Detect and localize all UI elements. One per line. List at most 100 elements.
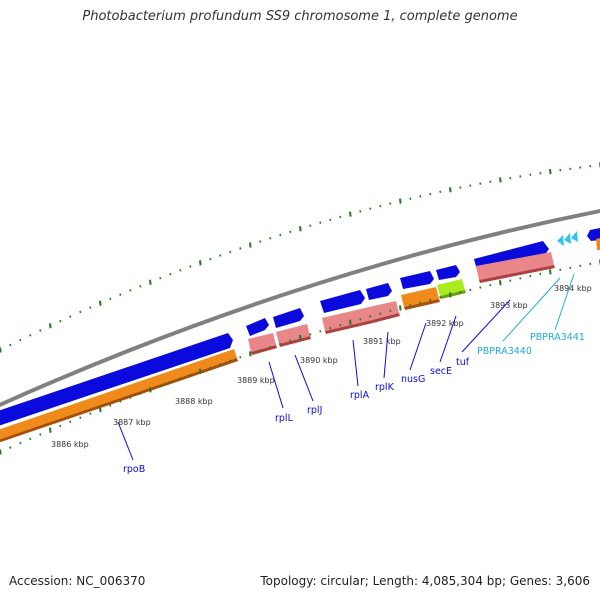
inner-tick-28	[279, 342, 282, 346]
outer-tick-1	[9, 343, 12, 347]
outer-tick-33	[329, 218, 332, 222]
inner-tick-23	[229, 359, 232, 362]
outer-tick-20	[199, 260, 202, 266]
inner-tick-11	[109, 404, 112, 407]
outer-tick-24	[239, 247, 242, 250]
gene-feature-rplA-cds[interactable]	[320, 290, 365, 313]
cyan-arrow-2[interactable]	[564, 233, 571, 244]
forward-cds-track	[0, 228, 600, 427]
gene-label-secE[interactable]: secE	[430, 366, 452, 377]
outer-tick-11	[109, 297, 112, 301]
outer-tick-19	[189, 265, 192, 268]
inner-tick-44	[439, 296, 442, 299]
outer-tick-25	[249, 242, 252, 248]
outer-tick-13	[129, 289, 132, 292]
gene-feature-rplK-rna[interactable]	[369, 301, 399, 320]
outer-tick-17	[169, 272, 172, 276]
callout-line-rplA	[352, 339, 359, 387]
cyan-callout-lines	[502, 273, 575, 342]
gene-feature-rplL-rna[interactable]	[248, 333, 276, 352]
gene-feature-partial-right-cds[interactable]	[587, 228, 600, 241]
gene-feature-nusG-cds[interactable]	[400, 271, 434, 289]
outer-tick-34	[339, 215, 342, 219]
outer-tick-58	[579, 166, 582, 169]
inner-tick-27	[269, 345, 272, 349]
tick-label-3892: 3892 kbp	[426, 319, 464, 328]
inner-tick-55	[549, 269, 552, 275]
gene-feature-secE-cds[interactable]	[436, 265, 460, 280]
inner-tick-34	[339, 323, 342, 327]
outer-tick-9	[89, 306, 92, 309]
outer-tick-2	[19, 338, 22, 342]
inner-tick-58	[579, 264, 582, 268]
inner-tick-43	[429, 298, 432, 302]
inner-tick-39	[389, 309, 392, 313]
map-title: Photobacterium profundum SS9 chromosome …	[82, 9, 518, 24]
outer-tick-56	[559, 168, 562, 172]
inner-tick-37	[369, 315, 372, 318]
gene-feature-nusG-orange[interactable]	[401, 287, 439, 307]
gene-feature-rplK-rna-shadow	[372, 313, 400, 323]
tick-label-3890: 3890 kbp	[300, 356, 338, 365]
gene-feature-secE-lime[interactable]	[437, 279, 465, 296]
backbone-line	[0, 208, 600, 407]
inner-tick-6	[59, 424, 62, 428]
outer-tick-44	[439, 190, 442, 194]
gene-feature-rplK-cds[interactable]	[366, 283, 392, 300]
outer-tick-30	[299, 226, 302, 232]
outer-tick-16	[159, 276, 162, 280]
gene-label-tuf[interactable]: tuf	[456, 357, 470, 368]
gene-feature-rplJ-cds[interactable]	[273, 308, 304, 328]
inner-tick-54	[539, 272, 542, 276]
gene-label-rpoB[interactable]: rpoB	[123, 464, 145, 475]
gene-label-PBPRA3440[interactable]: PBPRA3440	[477, 346, 532, 357]
gene-feature-rplL-cds[interactable]	[246, 318, 269, 336]
outer-tick-8	[79, 310, 82, 314]
inner-tick-56	[559, 268, 562, 272]
outer-tick-51	[509, 176, 512, 180]
gene-labels: rpoB rplL rplJ rplA rplK nusG secE tuf P…	[123, 332, 585, 475]
gene-feature-tuf-rna[interactable]	[476, 252, 554, 280]
gene-label-nusG[interactable]: nusG	[401, 374, 425, 385]
inner-tick-7	[69, 420, 72, 424]
inner-tick-49	[489, 283, 492, 287]
inner-tick-41	[409, 304, 412, 307]
inner-tick-14	[139, 392, 142, 395]
inner-tick-29	[289, 339, 292, 342]
inner-tick-19	[189, 373, 192, 377]
inner-tick-21	[209, 366, 212, 370]
outer-tick-54	[539, 171, 542, 175]
outer-tick-27	[269, 237, 272, 240]
inner-tick-45	[449, 292, 452, 298]
outer-tick-28	[279, 233, 282, 237]
inner-tick-42	[419, 301, 422, 304]
gene-label-rplA[interactable]: rplA	[350, 390, 370, 401]
gene-feature-partial-right-orange[interactable]	[596, 238, 600, 250]
inner-tick-17	[169, 381, 172, 384]
gene-feature-rplJ-rna-shadow	[279, 336, 311, 347]
inner-tick-12	[119, 400, 122, 403]
gene-feature-rplA-rna[interactable]	[322, 307, 372, 331]
cyan-arrow-3[interactable]	[571, 231, 578, 242]
gene-feature-rpoB-orange[interactable]	[0, 349, 237, 441]
inner-tick-3	[29, 437, 32, 441]
gene-feature-rplA-rna-shadow	[325, 320, 373, 334]
gene-feature-rplJ-rna[interactable]	[276, 324, 310, 344]
gene-feature-rpoB-cds[interactable]	[0, 333, 233, 427]
outer-tick-26	[259, 240, 262, 243]
gene-label-rplL[interactable]: rplL	[275, 413, 294, 424]
outer-tick-5	[49, 323, 52, 329]
outer-tick-35	[349, 211, 352, 217]
gene-label-rplJ[interactable]: rplJ	[307, 405, 322, 416]
gene-label-PBPRA3441[interactable]: PBPRA3441	[530, 332, 585, 343]
inner-tick-30	[299, 334, 302, 341]
outer-tick-57	[569, 167, 572, 171]
cyan-arrow-1[interactable]	[557, 235, 564, 246]
callout-line-nusG	[409, 322, 427, 371]
gene-label-rplK[interactable]: rplK	[375, 382, 395, 393]
gene-feature-tuf-cds[interactable]	[474, 241, 549, 270]
inner-tick-26	[259, 349, 262, 352]
gene-feature-rpoB-orange-shadow	[0, 358, 238, 443]
inner-tick-5	[49, 427, 52, 433]
outer-tick-6	[59, 319, 62, 323]
